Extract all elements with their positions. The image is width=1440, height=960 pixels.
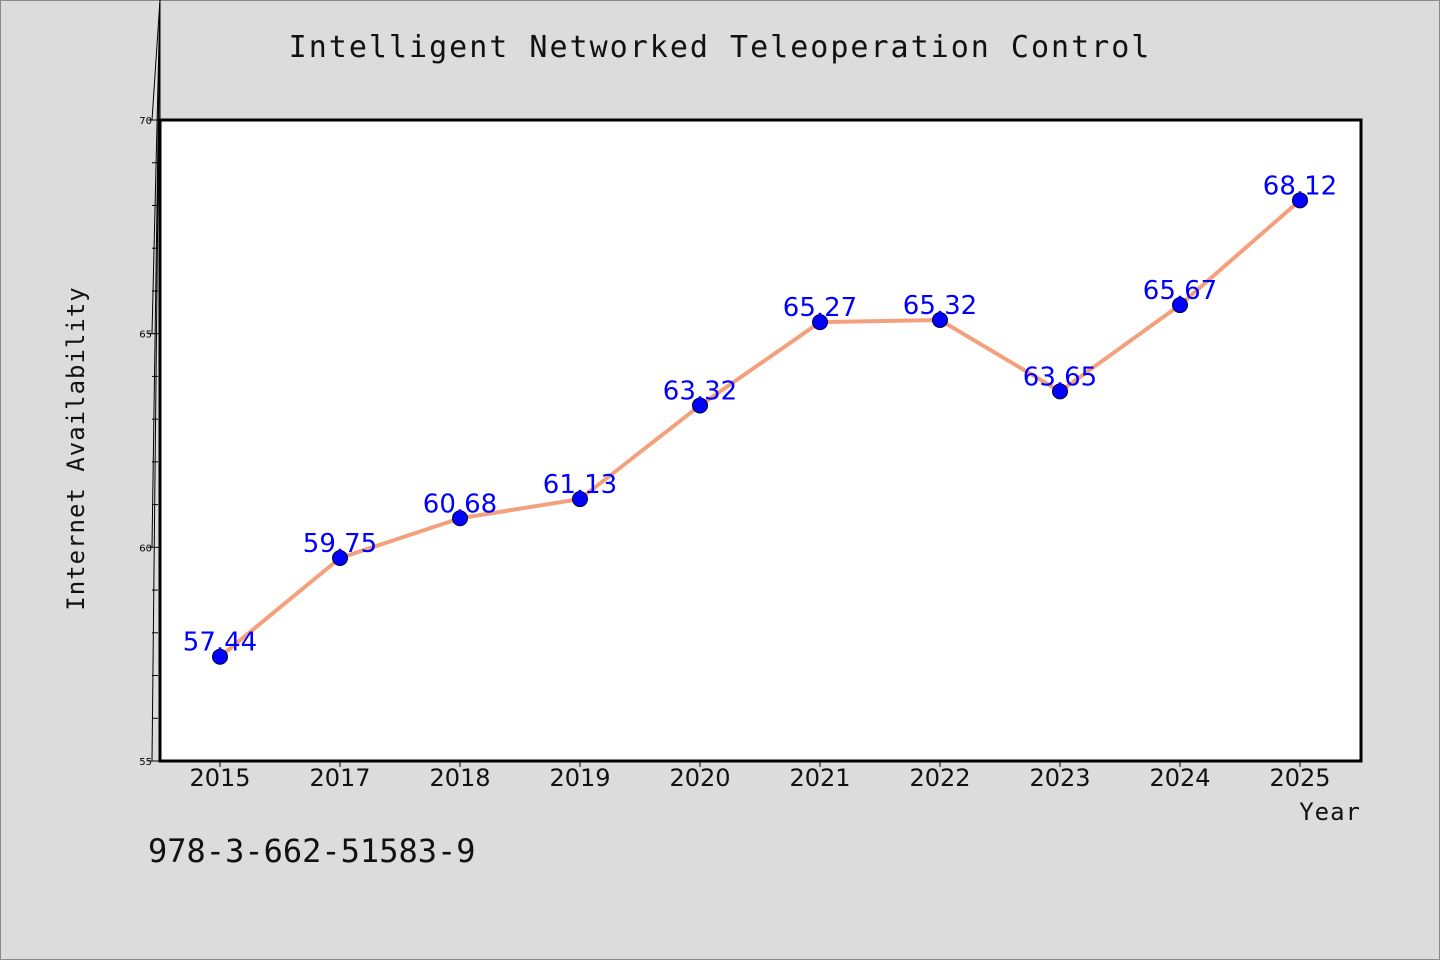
plot-area bbox=[158, 118, 1363, 763]
data-label: 60.68 bbox=[423, 489, 497, 519]
data-label: 63.65 bbox=[1023, 362, 1097, 392]
x-tick-label: 2021 bbox=[789, 764, 850, 792]
y-major-tick bbox=[151, 0, 161, 121]
data-point bbox=[692, 397, 708, 414]
x-axis-label: Year bbox=[1299, 798, 1361, 826]
data-point bbox=[572, 491, 588, 508]
data-label: 65.67 bbox=[1143, 276, 1217, 306]
x-tick-label: 2018 bbox=[429, 764, 490, 792]
data-point bbox=[452, 510, 468, 527]
y-major-tick bbox=[151, 0, 161, 548]
y-axis-label: Internet Availability bbox=[62, 286, 90, 610]
data-label: 68.12 bbox=[1263, 171, 1337, 201]
series-line bbox=[218, 198, 1302, 659]
x-tick-label: 2024 bbox=[1149, 764, 1210, 792]
x-tick-label: 2017 bbox=[309, 764, 370, 792]
x-tick-label: 2015 bbox=[189, 764, 250, 792]
chart-title: Intelligent Networked Teleoperation Cont… bbox=[288, 30, 1152, 65]
y-major-tick bbox=[151, 0, 161, 762]
x-tick-label: 2023 bbox=[1029, 764, 1090, 792]
y-tick-label: 65 bbox=[139, 330, 152, 341]
y-tick-label: 55 bbox=[139, 757, 152, 768]
x-tick-label: 2020 bbox=[669, 764, 730, 792]
data-point bbox=[932, 311, 948, 328]
data-label: 57.44 bbox=[183, 628, 257, 658]
x-tick-label: 2022 bbox=[909, 764, 970, 792]
y-tick-label: 70 bbox=[139, 116, 152, 127]
x-tick-label: 2025 bbox=[1269, 764, 1330, 792]
data-label: 59.75 bbox=[303, 529, 377, 559]
data-point bbox=[1292, 192, 1308, 209]
data-point bbox=[212, 648, 228, 665]
data-label: 61.13 bbox=[543, 470, 617, 500]
y-major-tick bbox=[151, 0, 161, 334]
y-tick-label: 60 bbox=[139, 543, 152, 554]
x-tick-label: 2019 bbox=[549, 764, 610, 792]
data-point bbox=[812, 314, 828, 331]
footnote-isbn: 978-3-662-51583-9 bbox=[148, 832, 476, 870]
data-point bbox=[1172, 297, 1188, 314]
data-point bbox=[332, 550, 348, 567]
data-label: 65.32 bbox=[903, 291, 977, 321]
data-label: 65.27 bbox=[783, 293, 857, 323]
data-point bbox=[1052, 383, 1068, 400]
data-label: 63.32 bbox=[663, 376, 737, 406]
